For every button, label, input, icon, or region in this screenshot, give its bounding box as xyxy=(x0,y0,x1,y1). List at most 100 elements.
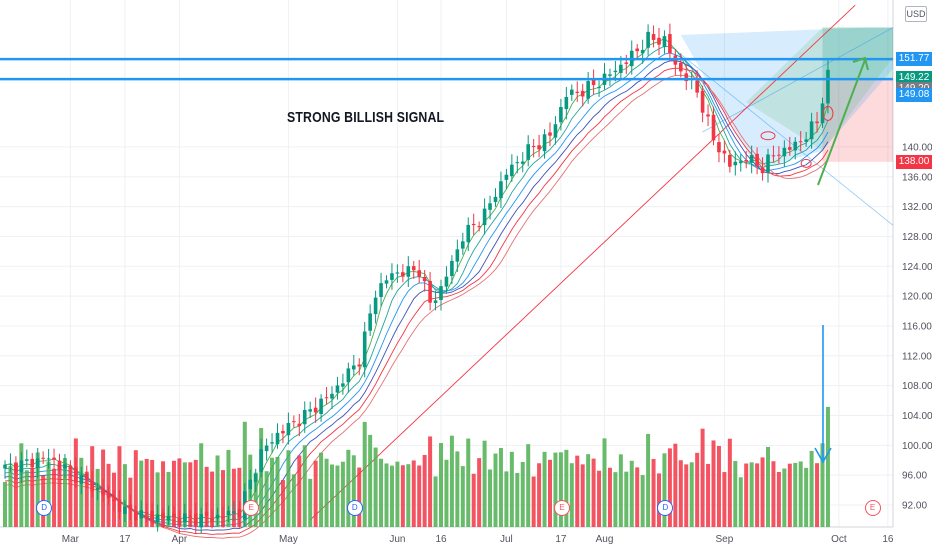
volume-bar xyxy=(580,464,585,527)
candle-body xyxy=(706,114,710,117)
volume-bar xyxy=(221,470,225,527)
y-tick-label: 128.00 xyxy=(902,232,932,243)
volume-bar xyxy=(825,406,830,527)
volume-bar xyxy=(319,452,324,527)
candle-body xyxy=(749,155,754,163)
volume-bar xyxy=(607,467,612,527)
volume-bar xyxy=(286,450,291,527)
volume-bar xyxy=(379,458,384,527)
y-tick-label: 132.00 xyxy=(902,202,932,213)
candle-body xyxy=(68,465,73,469)
volume-bar xyxy=(242,421,247,527)
candle-body xyxy=(139,510,144,519)
price-tag-hline2: 149.08 xyxy=(896,87,932,102)
volume-bar xyxy=(520,461,525,527)
candle-body xyxy=(14,463,18,473)
volume-bar xyxy=(755,463,760,527)
blue-arrow-head xyxy=(814,447,832,464)
volume-bar xyxy=(526,444,531,527)
candle-body xyxy=(444,276,449,287)
volume-bar xyxy=(782,468,787,527)
candle-body xyxy=(79,475,84,484)
x-tick-label: Oct xyxy=(831,534,847,545)
volume-bar xyxy=(62,458,67,527)
candle-body xyxy=(455,249,460,262)
candle-body xyxy=(477,226,481,228)
volume-bar xyxy=(84,471,89,527)
volume-bar xyxy=(210,471,215,527)
dividend-marker[interactable]: D xyxy=(346,500,363,516)
candle-body xyxy=(531,145,536,148)
earnings-marker[interactable]: E xyxy=(553,500,570,516)
candle-body xyxy=(788,147,792,150)
candle-body xyxy=(640,49,645,54)
position-target-zone xyxy=(822,27,893,79)
volume-bar xyxy=(787,463,792,527)
volume-bar xyxy=(722,472,727,527)
volume-bar xyxy=(749,462,754,527)
volume-bar xyxy=(215,455,220,527)
candle-body xyxy=(537,145,541,150)
volume-bar xyxy=(422,454,427,527)
volume-bar xyxy=(482,440,487,527)
dividend-marker[interactable]: D xyxy=(657,500,674,516)
candle-body xyxy=(422,276,427,282)
earnings-marker[interactable]: E xyxy=(864,500,881,516)
volume-bar xyxy=(166,471,171,527)
candle-body xyxy=(684,73,689,82)
x-tick-label: Apr xyxy=(172,534,188,545)
candle-body xyxy=(161,512,165,519)
candle-body xyxy=(826,69,830,104)
volume-bar xyxy=(324,458,329,527)
volume-bar xyxy=(302,445,307,527)
volume-bar xyxy=(30,467,35,527)
candle-body xyxy=(744,160,748,162)
x-tick-label: 16 xyxy=(435,534,447,545)
candle-body xyxy=(341,383,345,387)
y-tick-label: 120.00 xyxy=(902,292,932,303)
volume-bar xyxy=(586,454,591,527)
volume-bar xyxy=(439,442,443,527)
highlight-ellipse xyxy=(822,105,834,121)
volume-bar xyxy=(444,459,449,527)
earnings-marker[interactable]: E xyxy=(243,500,260,516)
volume-bar xyxy=(471,473,476,527)
candle-body xyxy=(466,224,471,243)
volume-bar xyxy=(330,464,334,527)
volume-bar xyxy=(591,458,596,527)
currency-label[interactable]: USD xyxy=(905,6,927,22)
candle-body xyxy=(19,460,24,473)
volume-bar xyxy=(155,472,160,527)
volume-bar xyxy=(678,460,683,527)
volume-bar xyxy=(798,461,803,527)
dividend-marker[interactable]: D xyxy=(36,500,53,516)
y-tick-label: 116.00 xyxy=(902,321,932,332)
candle-body xyxy=(766,154,770,173)
y-tick-label: 92.00 xyxy=(902,501,927,512)
volume-bar xyxy=(275,456,280,527)
highlight-ellipse xyxy=(800,158,812,168)
candle-body xyxy=(188,515,193,517)
volume-bar xyxy=(558,452,563,527)
volume-bar xyxy=(373,447,378,527)
candle-body xyxy=(95,488,100,490)
volume-bar xyxy=(395,461,400,527)
candle-body xyxy=(395,272,400,274)
candle-body xyxy=(815,121,819,124)
candle-body xyxy=(717,142,721,153)
volume-bar xyxy=(3,482,7,527)
candle-body xyxy=(738,161,743,164)
price-tag-stop: 138.00 xyxy=(896,154,932,169)
candle-body xyxy=(248,479,253,490)
candle-body xyxy=(515,162,520,164)
candle-body xyxy=(793,141,798,151)
volume-bar xyxy=(259,428,264,527)
candle-body xyxy=(608,74,612,76)
candle-body xyxy=(542,134,547,152)
candle-body xyxy=(575,91,580,93)
volume-bar xyxy=(766,446,770,527)
volume-bar xyxy=(231,468,236,527)
annotation-text: STRONG BILLISH SIGNAL xyxy=(287,109,445,126)
